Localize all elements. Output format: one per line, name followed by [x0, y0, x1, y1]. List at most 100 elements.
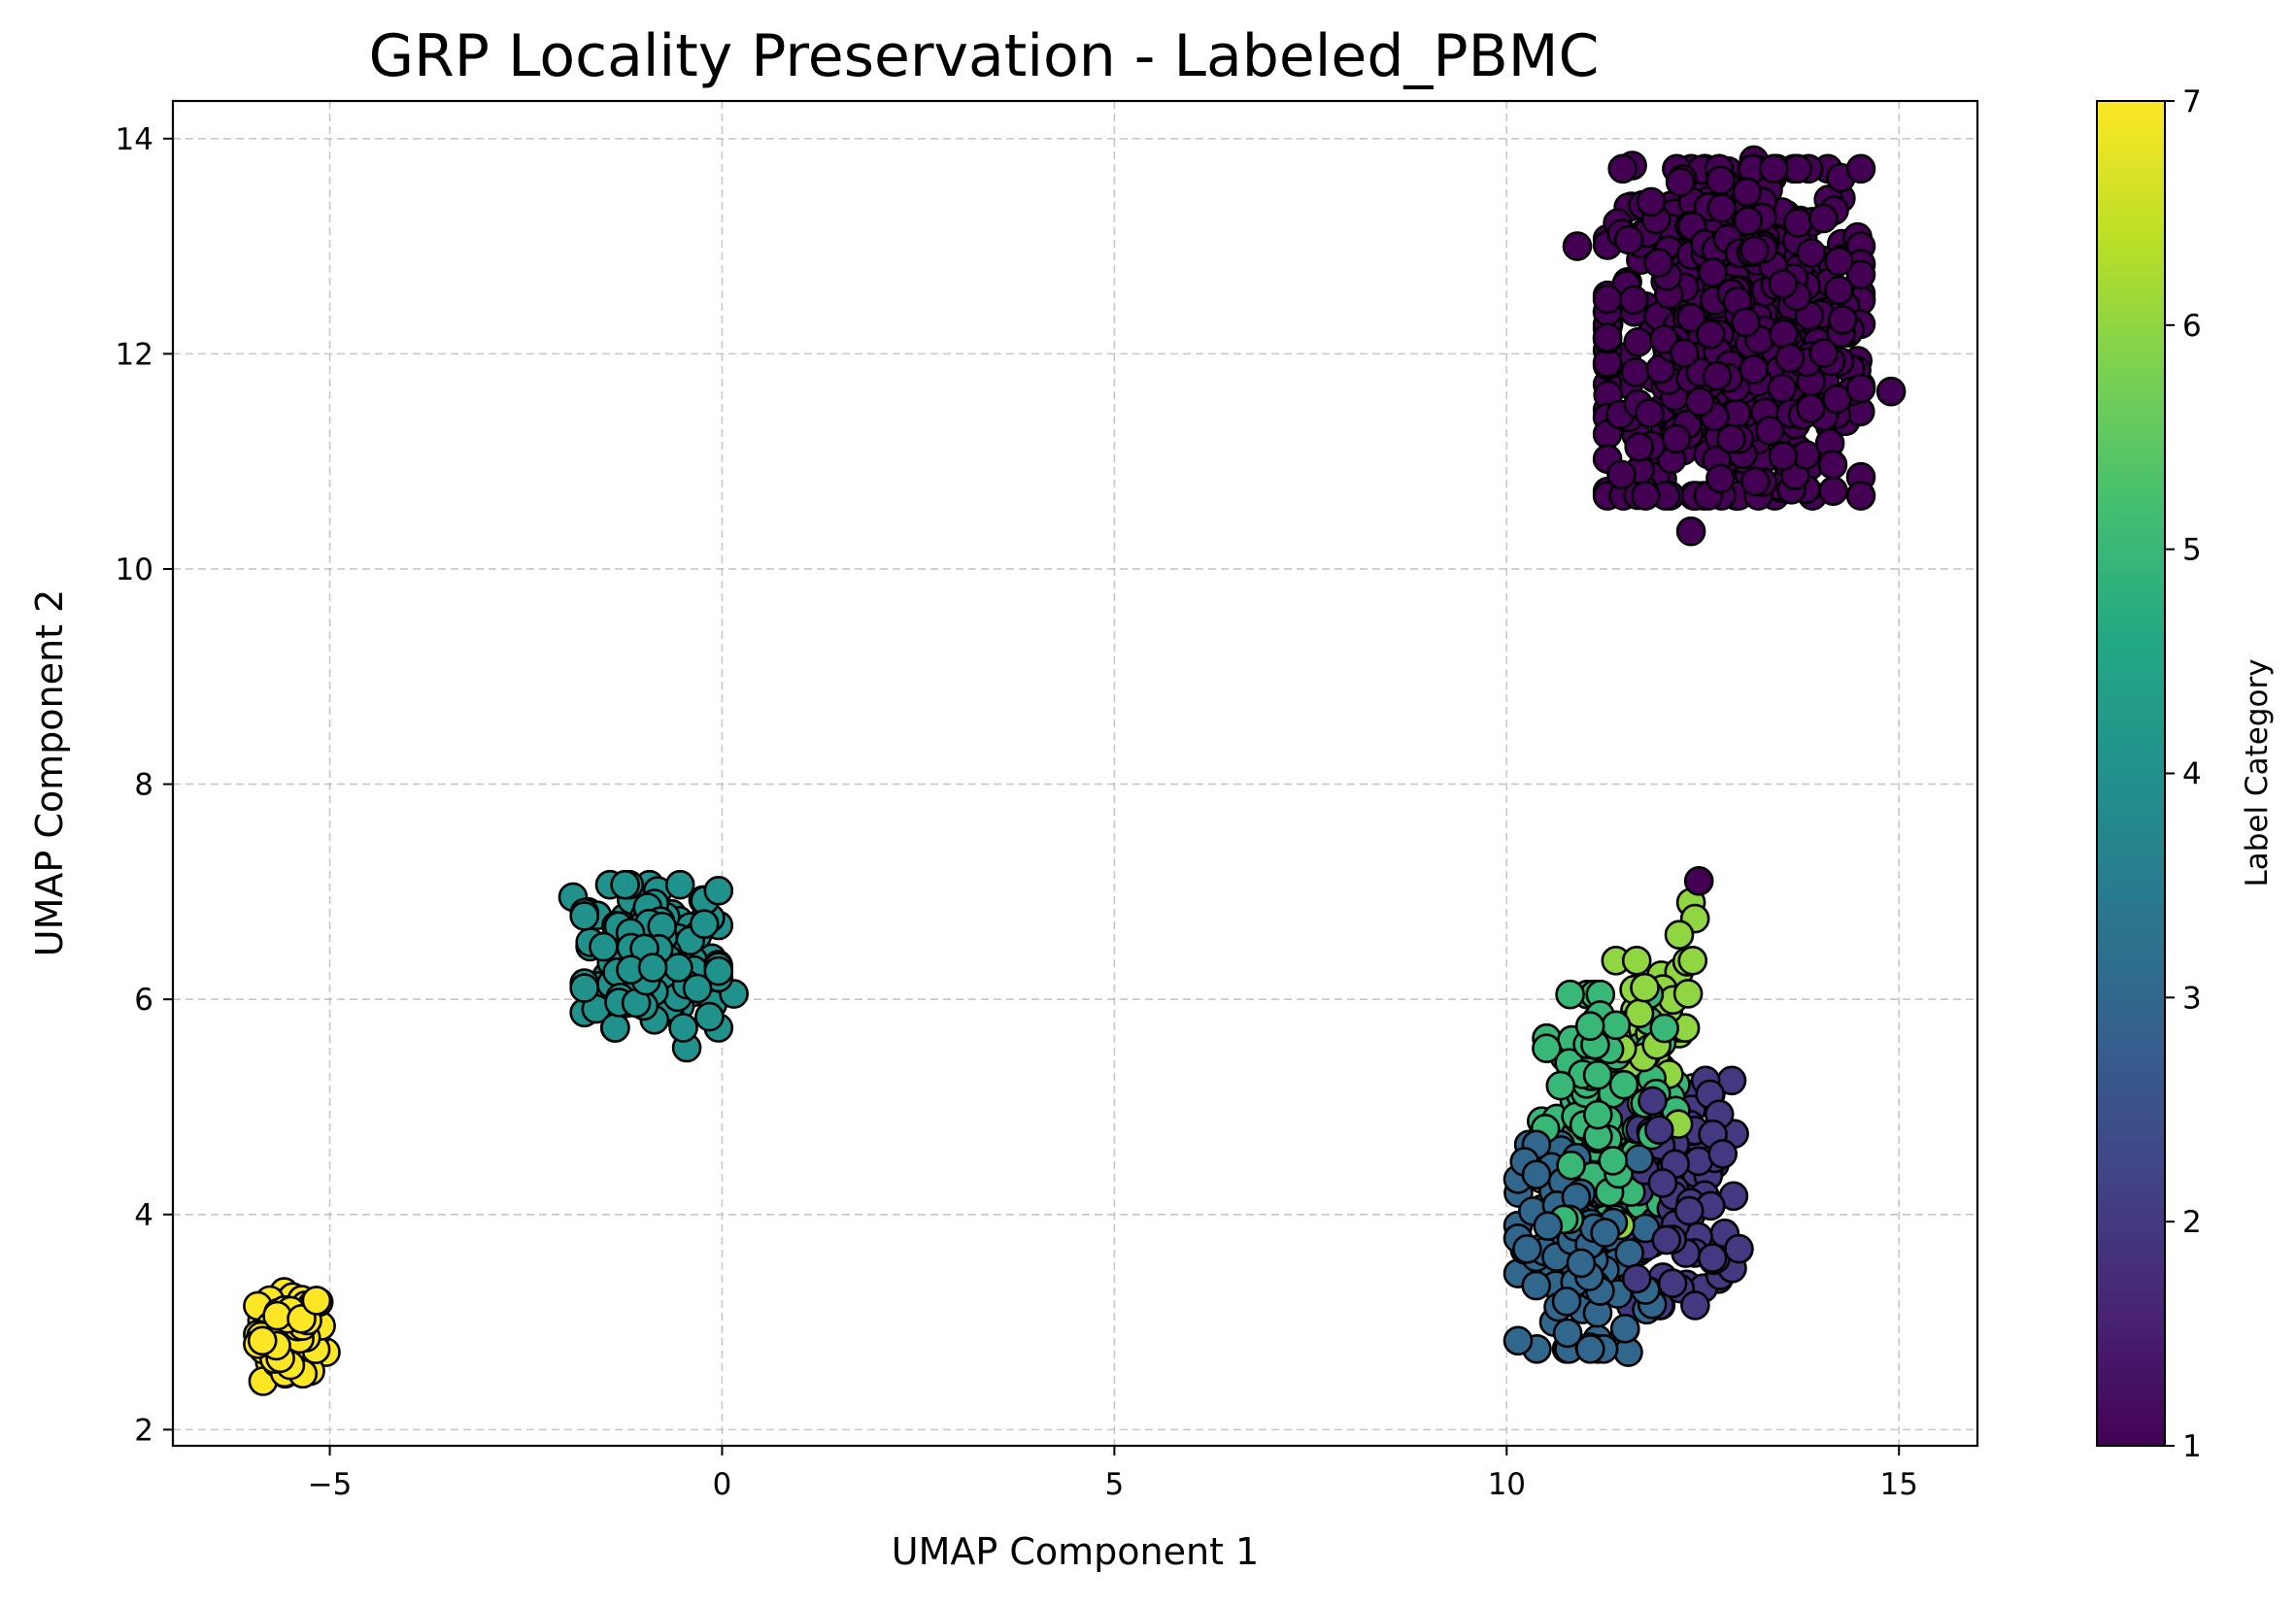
- scatter-point: [1796, 393, 1826, 423]
- scatter-point: [1739, 235, 1770, 266]
- scatter-point: [1697, 1243, 1728, 1273]
- scatter-point: [1665, 167, 1696, 197]
- scatter-point: [1512, 1234, 1542, 1264]
- scatter-point: [1555, 979, 1585, 1010]
- scatter-point: [1613, 224, 1644, 255]
- scatter-point: [703, 955, 734, 987]
- colorbar-tick-label: 1: [2182, 1429, 2202, 1464]
- scatter-point: [1601, 1010, 1632, 1041]
- scatter-point: [301, 1286, 332, 1316]
- x-tick-label: −5: [308, 1467, 353, 1502]
- scatter-point: [1739, 354, 1769, 385]
- scatter-point: [1716, 423, 1746, 454]
- scatter-point: [1624, 431, 1654, 462]
- scatter-point: [1521, 1159, 1552, 1189]
- scatter-point: [589, 931, 619, 962]
- y-axis-ticks: 2 4 6 8 10 12 14: [116, 122, 173, 1448]
- scatter-point: [1552, 1318, 1583, 1349]
- scatter-point: [1672, 979, 1704, 1009]
- scatter-point: [1609, 1314, 1640, 1344]
- scatter-point: [664, 869, 695, 900]
- scatter-point: [1649, 1013, 1679, 1044]
- scatter-point: [1651, 1224, 1681, 1255]
- plot-frame: [171, 99, 1979, 1448]
- scatter-point: [1532, 1033, 1562, 1063]
- scatter-point: [1574, 1011, 1605, 1041]
- colorbar-tick-label: 6: [2182, 309, 2202, 344]
- scatter-point: [1621, 945, 1652, 976]
- scatter-point: [689, 909, 720, 940]
- y-tick-label: 6: [134, 983, 153, 1018]
- scatter-point: [1635, 398, 1665, 429]
- scatter-point: [1698, 257, 1728, 287]
- x-axis-ticks: −5 0 5 10 15: [308, 1446, 1918, 1502]
- scatter-point: [1608, 1069, 1639, 1100]
- scatter-point: [1631, 481, 1661, 511]
- y-tick-label: 10: [116, 552, 153, 587]
- scatter-point: [600, 1013, 630, 1043]
- scatter-point: [1783, 208, 1813, 238]
- scatter-point: [1562, 231, 1593, 261]
- scatter-point: [1707, 1139, 1738, 1169]
- scatter-point: [1683, 865, 1714, 896]
- scatter-point: [682, 973, 713, 1004]
- scatter-point: [1590, 1218, 1620, 1248]
- scatter-point: [1620, 357, 1651, 387]
- scatter-point: [1733, 206, 1763, 236]
- x-tick-label: 10: [1488, 1467, 1526, 1502]
- scatter-point: [1636, 186, 1667, 217]
- scatter-point: [1845, 373, 1876, 404]
- scatter-point: [1623, 326, 1653, 357]
- scatter-point: [1598, 1146, 1628, 1176]
- scatter-point: [1649, 324, 1679, 354]
- scatter-point: [1705, 165, 1736, 195]
- scatter-point: [1657, 1268, 1688, 1298]
- scatter-point: [1680, 1290, 1710, 1321]
- scatter-point: [1818, 476, 1848, 507]
- scatter-point: [247, 1325, 278, 1356]
- scatter-point: [1521, 1270, 1551, 1301]
- scatter-point: [703, 875, 734, 906]
- scatter-point: [1702, 360, 1733, 391]
- scatter-point: [1706, 193, 1738, 223]
- x-tick-label: 0: [713, 1467, 732, 1502]
- scatter-point: [1769, 318, 1799, 350]
- chart-title: GRP Locality Preservation - Labeled_PBMC: [369, 22, 1600, 90]
- scatter-point: [1676, 302, 1706, 333]
- scatter-point: [1768, 269, 1799, 299]
- colorbar-ticks: 1 2 3 4 5 6 7: [2165, 84, 2202, 1464]
- scatter-point: [1845, 259, 1876, 290]
- y-tick-label: 4: [134, 1198, 153, 1233]
- scatter-point: [1643, 248, 1673, 279]
- scatter-point: [1575, 1334, 1605, 1364]
- scatter-point: [1644, 1115, 1674, 1145]
- scatter-point: [1808, 203, 1839, 234]
- scatter-point: [1875, 376, 1907, 407]
- scatter-point: [1845, 153, 1876, 184]
- scatter-point: [1774, 343, 1806, 374]
- scatter-point: [1677, 945, 1708, 976]
- scatter-point: [1845, 481, 1876, 511]
- scatter-point: [668, 1013, 698, 1043]
- scatter-point: [569, 901, 600, 931]
- scatter-point: [1669, 338, 1700, 369]
- scatter-point: [1556, 1150, 1586, 1181]
- scatter-point: [610, 869, 640, 900]
- scatter-point: [1592, 322, 1623, 352]
- scatter-point: [1638, 1086, 1668, 1117]
- scatter-point: [1621, 1263, 1652, 1294]
- scatter-point: [1618, 284, 1649, 316]
- y-tick-label: 2: [134, 1413, 153, 1448]
- scatter-point: [1759, 153, 1789, 184]
- scatter-point: [1647, 1168, 1678, 1198]
- scatter-point: [1740, 466, 1771, 497]
- scatter-point: [1731, 307, 1761, 338]
- scatter-point: [1592, 284, 1623, 315]
- scatter-point: [1696, 318, 1726, 350]
- scatter-point: [1817, 450, 1848, 480]
- scatter-point: [1630, 972, 1660, 1003]
- scatter-point: [1664, 920, 1695, 951]
- scatter-point: [1607, 153, 1638, 184]
- scatter-point: [1583, 1099, 1613, 1130]
- y-tick-label: 12: [116, 337, 153, 372]
